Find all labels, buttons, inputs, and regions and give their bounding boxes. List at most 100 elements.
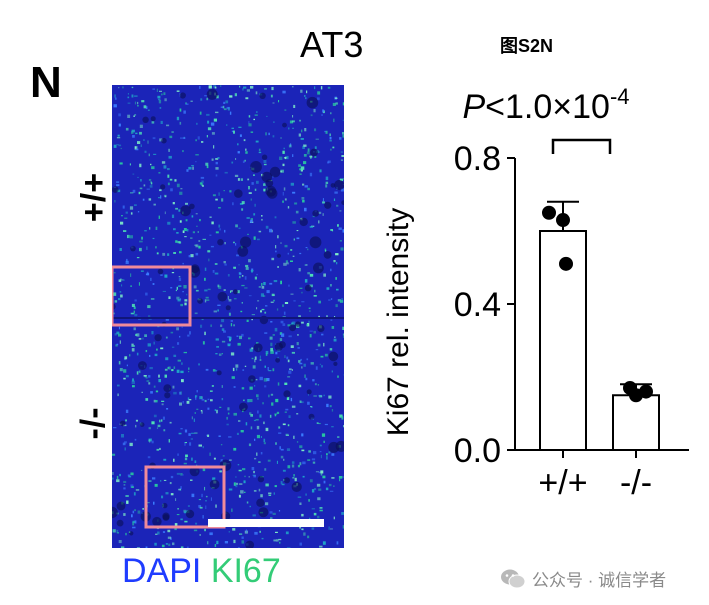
speckle — [244, 365, 247, 367]
speckle — [131, 131, 134, 134]
speckle — [323, 342, 325, 347]
speckle — [176, 327, 179, 331]
speckle — [235, 243, 237, 246]
speckle — [220, 444, 223, 446]
speckle — [301, 301, 305, 303]
speckle — [198, 363, 200, 366]
speckle — [157, 531, 160, 535]
speckle — [206, 165, 209, 169]
speckle — [314, 146, 317, 150]
cell-line-title: AT3 — [300, 24, 364, 65]
speckle — [274, 216, 277, 219]
speckle — [223, 289, 226, 291]
dark-spot — [274, 342, 283, 351]
speckle — [329, 490, 334, 492]
speckle — [182, 230, 185, 233]
speckle — [125, 260, 129, 264]
speckle — [236, 335, 239, 337]
speckle — [256, 273, 258, 276]
speckle — [142, 198, 145, 201]
speckle — [309, 284, 313, 288]
speckle — [233, 130, 235, 134]
speckle — [123, 369, 127, 373]
speckle — [221, 198, 224, 202]
speckle — [118, 279, 122, 282]
speckle — [167, 174, 170, 178]
dark-spot — [323, 251, 332, 259]
speckle — [218, 207, 221, 209]
speckle — [155, 400, 158, 403]
speckle — [238, 227, 241, 229]
speckle — [318, 220, 320, 224]
speckle — [310, 114, 313, 117]
speckle — [256, 394, 259, 398]
speckle — [244, 475, 246, 478]
speckle — [342, 119, 344, 121]
speckle — [119, 340, 121, 344]
speckle — [201, 180, 204, 184]
speckle — [130, 212, 133, 215]
speckle — [305, 247, 308, 249]
speckle — [223, 108, 227, 111]
speckle — [331, 453, 335, 456]
speckle — [224, 229, 226, 233]
speckle — [136, 333, 140, 337]
dark-spot — [152, 516, 162, 527]
speckle — [325, 487, 329, 491]
speckle — [309, 226, 314, 228]
speckle — [284, 355, 286, 358]
speckle — [313, 512, 317, 516]
speckle — [308, 394, 309, 396]
speckle — [287, 376, 291, 378]
bars — [539, 230, 660, 451]
ki67-speckles — [112, 85, 344, 548]
speckle — [146, 188, 150, 190]
speckle — [292, 321, 296, 325]
speckle — [296, 441, 299, 443]
speckle — [261, 218, 263, 221]
dark-spot — [306, 389, 312, 395]
speckle — [309, 330, 313, 332]
speckle — [328, 395, 332, 399]
speckle — [202, 184, 204, 187]
speckle — [188, 370, 190, 373]
speckle — [285, 408, 289, 411]
data-point — [542, 205, 556, 220]
speckle — [241, 208, 244, 211]
speckle — [328, 451, 331, 454]
speckle — [261, 537, 264, 540]
speckle — [336, 204, 339, 207]
speckle — [311, 458, 316, 461]
speckle — [306, 323, 309, 327]
figure-tag: 图S2N — [500, 36, 554, 56]
speckle — [311, 489, 315, 493]
speckle — [265, 427, 269, 432]
speckle — [131, 343, 134, 346]
speckle — [205, 505, 207, 509]
speckle — [305, 97, 307, 100]
speckle — [339, 178, 344, 182]
speckle — [323, 480, 326, 484]
speckle — [265, 353, 268, 356]
speckle — [325, 130, 328, 134]
speckle — [242, 88, 244, 91]
speckle — [282, 150, 285, 154]
speckle — [270, 393, 274, 396]
speckle — [134, 204, 137, 206]
speckle — [164, 211, 166, 215]
speckle — [191, 493, 195, 498]
x-tick-label: +/+ — [538, 464, 587, 502]
speckle — [117, 532, 119, 534]
speckle — [215, 198, 218, 201]
speckle — [229, 459, 232, 461]
speckle — [264, 332, 268, 334]
speckle — [217, 284, 220, 288]
dark-spot — [317, 324, 325, 332]
speckle — [233, 539, 236, 544]
speckle — [342, 102, 344, 106]
speckle — [151, 440, 154, 444]
speckle — [269, 336, 273, 340]
speckle — [299, 287, 303, 289]
speckle — [282, 90, 286, 94]
speckle — [235, 158, 237, 160]
